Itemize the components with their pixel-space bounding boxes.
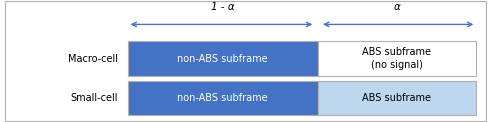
Text: α: α — [393, 2, 400, 12]
Bar — [318, 81, 476, 115]
Text: 1 - α: 1 - α — [211, 2, 235, 12]
Text: non-ABS subframe: non-ABS subframe — [177, 93, 268, 103]
Bar — [128, 41, 318, 76]
Bar — [128, 81, 318, 115]
Text: non-ABS subframe: non-ABS subframe — [177, 54, 268, 64]
Text: ABS subframe: ABS subframe — [362, 93, 432, 103]
Text: Macro-cell: Macro-cell — [68, 54, 118, 64]
Bar — [318, 41, 476, 76]
Text: ABS subframe
(no signal): ABS subframe (no signal) — [362, 47, 432, 70]
Text: Small-cell: Small-cell — [70, 93, 118, 103]
